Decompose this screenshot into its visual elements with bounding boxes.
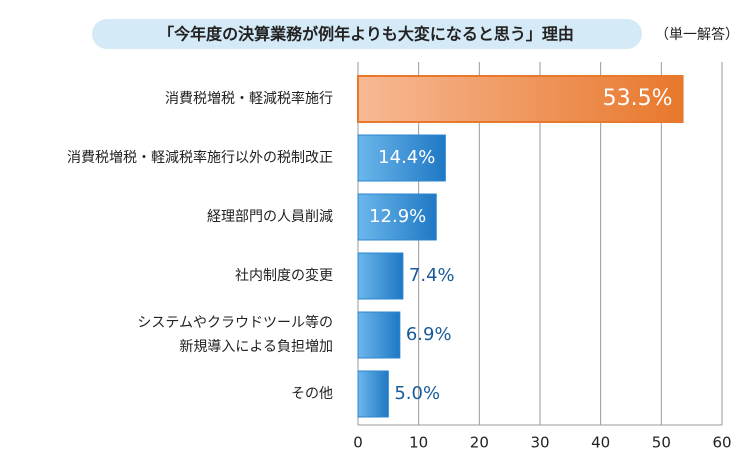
bar <box>357 370 389 418</box>
x-tick-label: 10 <box>409 434 428 452</box>
y-tick-label: 社内制度の変更 <box>235 267 333 284</box>
value-label: 5.0% <box>394 383 440 404</box>
bar <box>357 193 437 241</box>
y-tick-label: 消費税増税・軽減税率施行 <box>165 90 333 107</box>
y-tick-label: システムやクラウドツール等の新規導入による負担増加 <box>137 314 333 355</box>
value-label: 12.9% <box>369 206 426 227</box>
y-tick-label: 経理部門の人員削減 <box>207 208 333 225</box>
value-label: 7.4% <box>409 265 455 286</box>
bar <box>357 311 401 359</box>
value-label: 6.9% <box>406 324 452 345</box>
bar <box>357 134 446 182</box>
chart-title: 「今年度の決算業務が例年よりも大変になると思う」理由 <box>158 25 574 44</box>
y-tick-label: 消費税増税・軽減税率施行以外の税制改正 <box>67 149 333 166</box>
x-tick-label: 50 <box>652 434 671 452</box>
chart-subtitle: （単一解答） <box>655 26 739 43</box>
x-tick-label: 40 <box>591 434 610 452</box>
x-tick-label: 20 <box>470 434 489 452</box>
x-tick-label: 0 <box>353 434 363 452</box>
y-tick-label: その他 <box>291 386 333 402</box>
bar <box>357 75 684 123</box>
x-tick-label: 60 <box>712 434 731 452</box>
x-tick-label: 30 <box>530 434 549 452</box>
bar <box>357 252 404 300</box>
value-label: 14.4% <box>378 147 435 168</box>
value-label: 53.5% <box>603 86 673 111</box>
title-background <box>92 19 642 49</box>
